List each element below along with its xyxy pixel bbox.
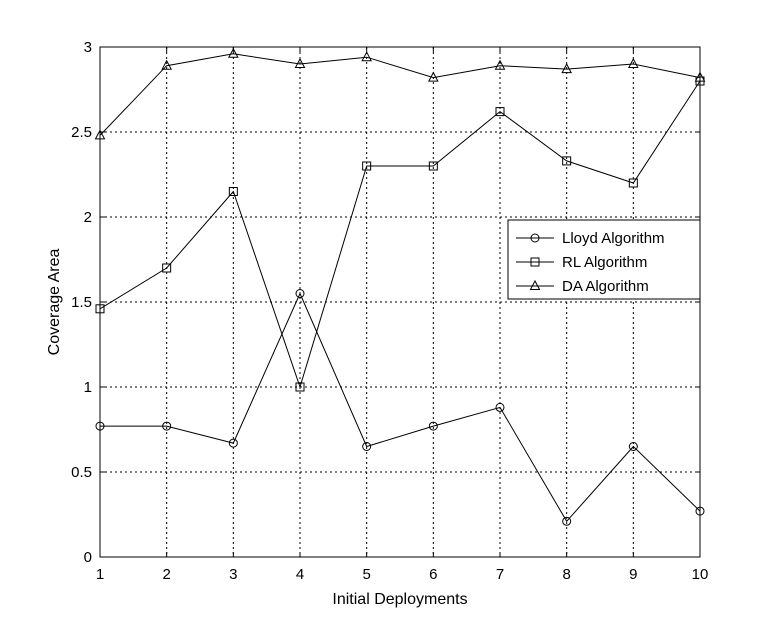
- data-point-rl-algorithm: [228, 187, 238, 196]
- data-point-rl-algorithm: [95, 304, 105, 314]
- y-tick-label: 0.5: [71, 464, 92, 481]
- data-point-da-algorithm: [428, 71, 439, 82]
- data-point-rl-algorithm: [162, 263, 172, 273]
- series-lloyd-algorithm: [95, 289, 705, 526]
- y-tick-label: 2: [84, 209, 92, 226]
- legend-marker-da-algorithm: [529, 279, 541, 290]
- x-tick-label: 4: [296, 566, 304, 583]
- data-point-lloyd-algorithm: [695, 506, 705, 516]
- legend-marker-rl-algorithm: [530, 257, 540, 267]
- data-point-da-algorithm: [94, 129, 106, 140]
- series-line-lloyd-algorithm: [100, 292, 701, 523]
- legend-item-lloyd-algorithm: Lloyd Algorithm: [516, 230, 665, 247]
- y-tick-label: 2.5: [71, 124, 92, 141]
- x-tick-label: 3: [229, 566, 237, 583]
- y-tick-label: 1: [84, 379, 92, 396]
- data-point-da-algorithm: [228, 47, 239, 58]
- y-tick-label: 0: [84, 549, 92, 566]
- data-point-lloyd-algorithm: [162, 421, 172, 431]
- data-point-da-algorithm: [161, 59, 172, 70]
- x-tick-label: 5: [362, 566, 370, 583]
- data-point-da-algorithm: [628, 57, 639, 68]
- x-tick-label: 10: [692, 566, 709, 583]
- x-tick-label: 8: [562, 566, 570, 583]
- legend: Lloyd Algorithm RL Algorithm DA Algorithm: [507, 219, 701, 300]
- x-tick-label: 6: [429, 566, 437, 583]
- legend-label: DA Algorithm: [562, 278, 649, 295]
- legend-item-rl-algorithm: RL Algorithm: [516, 254, 647, 271]
- series-da-algorithm: [94, 47, 706, 140]
- data-point-lloyd-algorithm: [362, 442, 372, 451]
- y-tick-label: 3: [84, 39, 92, 56]
- data-point-da-algorithm: [561, 63, 572, 74]
- data-point-da-algorithm: [361, 51, 372, 62]
- x-tick-label: 9: [629, 566, 637, 583]
- legend-label: Lloyd Algorithm: [562, 230, 665, 247]
- x-tick-label: 2: [162, 566, 170, 583]
- data-point-lloyd-algorithm: [228, 438, 238, 448]
- y-axis-label: Coverage Area: [46, 249, 63, 356]
- legend-item-da-algorithm: DA Algorithm: [516, 278, 649, 295]
- series-line-da-algorithm: [99, 53, 701, 136]
- data-point-da-algorithm: [494, 59, 506, 70]
- x-axis-label: Initial Deployments: [332, 591, 467, 608]
- y-tick-label: 1.5: [71, 294, 92, 311]
- x-tick-label: 7: [496, 566, 504, 583]
- data-point-lloyd-algorithm: [95, 421, 105, 431]
- grid: [100, 47, 700, 557]
- data-point-rl-algorithm: [295, 382, 305, 392]
- series-line-rl-algorithm: [99, 80, 701, 389]
- series-layer: [94, 47, 706, 526]
- data-point-lloyd-algorithm: [295, 289, 305, 298]
- data-point-da-algorithm: [294, 57, 306, 68]
- legend-label: RL Algorithm: [562, 254, 647, 271]
- data-point-rl-algorithm: [628, 178, 638, 188]
- data-point-lloyd-algorithm: [495, 402, 505, 412]
- axes: 1 2 3 4 5 6 7 8 9 10 0 0.5 1 1.5 2 2.5 3: [71, 39, 708, 583]
- legend-marker-lloyd-algorithm: [530, 233, 540, 243]
- data-point-rl-algorithm: [495, 107, 505, 117]
- x-tick-label: 1: [96, 566, 104, 583]
- data-point-rl-algorithm: [428, 161, 438, 171]
- data-point-lloyd-algorithm: [562, 516, 572, 526]
- series-rl-algorithm: [95, 76, 705, 392]
- data-point-rl-algorithm: [362, 161, 372, 171]
- plot-frame: [99, 46, 701, 558]
- data-point-rl-algorithm: [562, 156, 572, 166]
- data-point-da-algorithm: [694, 71, 706, 82]
- data-point-lloyd-algorithm: [428, 421, 438, 431]
- data-point-lloyd-algorithm: [628, 442, 638, 451]
